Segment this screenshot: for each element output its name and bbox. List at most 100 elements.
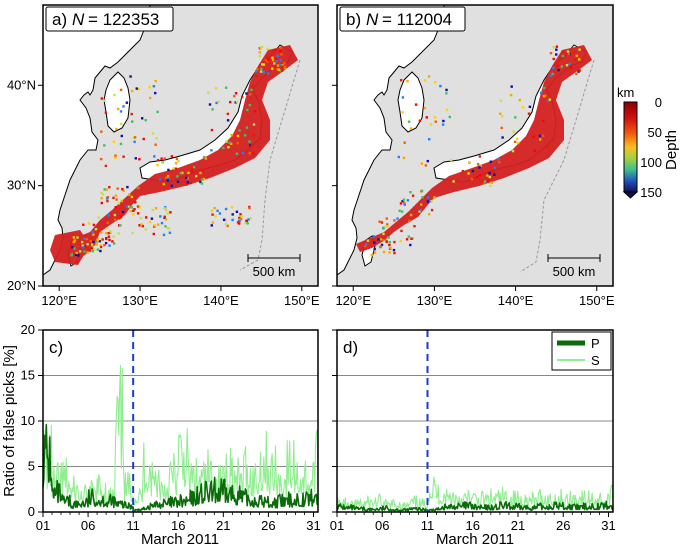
quake-point	[134, 157, 137, 160]
quake-point	[133, 136, 137, 139]
quake-point	[75, 251, 78, 255]
quake-point	[401, 111, 404, 114]
quake-point	[271, 56, 274, 59]
quake-point	[542, 119, 545, 123]
quake-point	[114, 154, 117, 157]
quake-point	[226, 224, 229, 228]
quake-point	[471, 169, 475, 173]
quake-point	[121, 210, 125, 214]
quake-point	[260, 67, 263, 71]
quake-point	[250, 145, 253, 148]
map-y-tick-label: 20°N	[7, 278, 36, 293]
quake-point	[160, 221, 164, 225]
quake-point	[281, 65, 284, 68]
map-x-tick-label: 150°E	[579, 293, 615, 308]
colorbar-tick-150: 150	[640, 185, 662, 200]
quake-point	[575, 54, 579, 58]
quake-point	[230, 134, 233, 137]
quake-point	[384, 225, 387, 228]
quake-point	[236, 134, 240, 138]
quake-point	[429, 123, 433, 126]
quake-point	[106, 197, 109, 200]
quake-point	[274, 57, 277, 61]
quake-point	[100, 157, 103, 161]
panel-a-letter: a)	[52, 10, 67, 29]
quake-point	[499, 112, 502, 115]
map-x-tick-label: 130°E	[122, 293, 158, 308]
quake-point	[167, 168, 170, 172]
panel-d-letter: d)	[343, 338, 358, 357]
quake-point	[128, 193, 131, 196]
quake-point	[489, 184, 492, 187]
quake-point	[475, 176, 479, 179]
quake-point	[387, 236, 390, 239]
time-x-tick-label: 11	[126, 518, 140, 533]
quake-point	[116, 187, 119, 190]
quake-point	[392, 248, 396, 252]
colorbar-title: Depth	[663, 130, 680, 170]
quake-point	[208, 103, 212, 106]
quake-point	[130, 206, 133, 209]
colorbar-tick-0: 0	[655, 95, 662, 110]
quake-point	[248, 207, 251, 210]
quake-point	[168, 231, 172, 234]
quake-point	[158, 178, 162, 181]
quake-point	[199, 171, 202, 175]
quake-point	[195, 174, 198, 178]
quake-point	[72, 236, 76, 239]
quake-point	[281, 69, 284, 72]
quake-point	[265, 55, 268, 58]
quake-point	[166, 212, 169, 215]
quake-point	[448, 115, 451, 119]
quake-point	[192, 165, 196, 169]
quake-point	[385, 225, 389, 228]
quake-point	[113, 213, 117, 217]
quake-point	[409, 213, 413, 217]
quake-point	[222, 218, 226, 221]
quake-point	[421, 196, 424, 199]
time-x-tick-label: 21	[511, 518, 525, 533]
quake-point	[267, 58, 270, 62]
quake-point	[160, 157, 163, 160]
quake-point	[179, 172, 183, 175]
quake-point	[162, 233, 166, 237]
quake-point	[420, 189, 424, 192]
quake-point	[428, 213, 431, 216]
quake-point	[245, 92, 248, 95]
quake-point	[544, 94, 547, 97]
quake-point	[250, 88, 253, 92]
quake-point	[488, 172, 491, 175]
quake-point	[271, 67, 274, 70]
panel-label-b: b) N = 112004	[339, 6, 466, 32]
quake-point	[170, 155, 174, 158]
quake-point	[136, 212, 140, 215]
quake-point	[165, 209, 168, 212]
quake-point	[154, 79, 157, 83]
quake-point	[252, 123, 256, 126]
quake-point	[108, 238, 111, 242]
quake-point	[434, 120, 437, 123]
quake-point	[489, 160, 493, 163]
series-d	[336, 476, 614, 512]
quake-point	[138, 224, 141, 227]
quake-point	[249, 97, 253, 100]
quake-point	[103, 188, 106, 191]
quake-point	[280, 53, 283, 56]
x-axis-label-c: March 2011	[141, 531, 219, 546]
quake-point	[141, 117, 144, 120]
quake-point	[152, 232, 155, 236]
quake-point	[249, 216, 252, 220]
quake-point	[401, 200, 404, 203]
quake-point	[103, 99, 106, 102]
quake-point	[552, 66, 555, 70]
time-x-tick-label: 21	[216, 518, 230, 533]
quake-point	[186, 181, 189, 184]
time-x-tick-label: 26	[261, 518, 275, 533]
quake-point	[403, 201, 406, 204]
quake-point	[426, 159, 429, 163]
quake-point	[107, 214, 110, 217]
quake-point	[538, 134, 542, 137]
quake-point	[211, 221, 215, 224]
quake-point	[163, 157, 166, 160]
quake-point	[95, 240, 98, 243]
